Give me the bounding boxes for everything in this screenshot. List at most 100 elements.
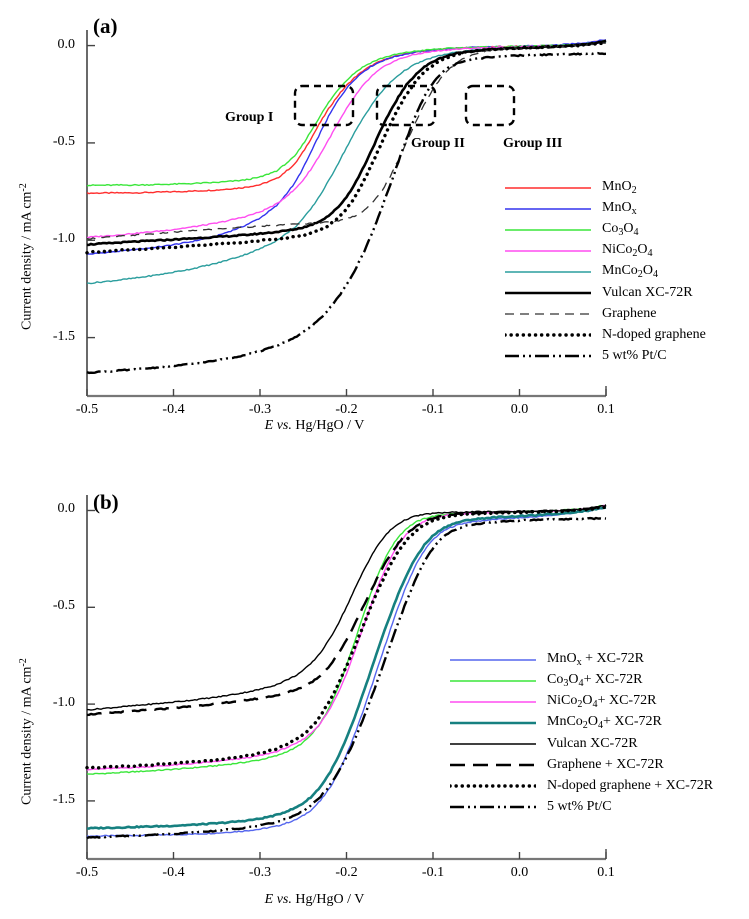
legend-item-label: MnCo2O4+ XC-72R [547, 713, 662, 731]
legend-item: NiCo2O4 [505, 240, 706, 261]
x-tick-label: 0.0 [510, 865, 529, 880]
y-tick-label: 0.0 [57, 501, 76, 517]
x-tick-label: -0.2 [335, 865, 358, 880]
legend-key-line [505, 181, 591, 195]
y-axis-title-a-exp: -2 [18, 183, 29, 192]
x-tick-label: 0.1 [597, 865, 615, 880]
x-tick-label: -0.5 [75, 402, 99, 417]
y-axis-title-a: Current density / mA cm-2 [18, 183, 36, 330]
annotation-box-group-iii [464, 84, 516, 127]
legend-item-label: Graphene [602, 305, 657, 321]
legend-item-label: 5 wt% Pt/C [547, 798, 612, 814]
legend-key-line [450, 779, 536, 793]
x-tick-label: -0.3 [248, 865, 272, 880]
legend-key-line [450, 674, 536, 688]
y-tick-label: 0.0 [57, 36, 76, 52]
legend-item-label: N-doped graphene [602, 326, 706, 342]
legend-item: Co3O4+ XC-72R [450, 670, 713, 691]
x-axis-title-b-vs: vs. [276, 892, 292, 907]
legend-item-label: MnCo2O4 [602, 262, 659, 280]
annotation-box-group-i [293, 84, 355, 127]
legend-key-line [450, 695, 536, 709]
legend-key-line [450, 758, 536, 772]
x-tick-label: -0.1 [421, 865, 445, 880]
x-axis-title-b-symbol: E [264, 892, 274, 907]
x-axis-title-a: E vs. Hg/HgO / V [0, 418, 689, 434]
legend-item: N-doped graphene [505, 324, 706, 345]
legend-item: 5 wt% Pt/C [505, 345, 706, 366]
annotation-label-group-i: Group I [225, 110, 274, 125]
plot-area-b [85, 495, 608, 861]
x-tick-label: -0.1 [421, 402, 445, 417]
y-tick-label: -1.0 [52, 231, 75, 247]
legend-item-label: Graphene + XC-72R [547, 756, 664, 772]
y-tick-label: -0.5 [52, 598, 75, 614]
y-tick-label: -1.5 [52, 791, 75, 807]
panel-b-tag: (b) [93, 490, 119, 514]
legend-key-line [505, 244, 591, 258]
legend-item: MnCo2O4 [505, 261, 706, 282]
legend-item: 5 wt% Pt/C [450, 796, 713, 817]
legend-a: MnO2 MnOx Co3O4 NiCo2O4 MnCo2O4 Vulcan XC-72R… [505, 177, 706, 366]
annotation-box-group-ii [375, 84, 437, 127]
legend-item-label: NiCo2O4 [602, 241, 653, 259]
plot-area-a [85, 30, 608, 398]
panel-a-tag: (a) [93, 14, 118, 38]
legend-item-label: Vulcan XC-72R [547, 735, 638, 751]
y-tick-label: -0.5 [52, 133, 75, 149]
legend-key-line [450, 800, 536, 814]
x-tick-label: -0.3 [248, 402, 272, 417]
legend-item: MnOx [505, 198, 706, 219]
legend-item-label: N-doped graphene + XC-72R [547, 777, 714, 793]
legend-key-line [505, 223, 591, 237]
legend-item: NiCo2O4+ XC-72R [450, 691, 713, 712]
y-axis-title-a-text: Current density / mA cm [19, 191, 35, 330]
y-axis-title-b-exp: -2 [18, 658, 29, 667]
x-tick-label: -0.4 [162, 402, 185, 417]
legend-item-label: Co3O4+ XC-72R [547, 671, 643, 689]
y-tick-label: -1.0 [52, 695, 75, 711]
x-tick-label: -0.4 [162, 865, 185, 880]
y-axis-title-b-text: Current density / mA cm [19, 666, 35, 805]
legend-item: MnOx + XC-72R [450, 649, 713, 670]
annotation-label-group-iii: Group III [503, 136, 563, 151]
legend-key-line [505, 202, 591, 216]
x-tick-label: -0.2 [335, 402, 358, 417]
y-axis-title-b: Current density / mA cm-2 [18, 658, 36, 805]
x-axis-title-a-vs: vs. [276, 418, 292, 433]
annotation-label-group-ii: Group II [411, 136, 465, 151]
legend-item-label: 5 wt% Pt/C [602, 347, 667, 363]
legend-key-line [450, 737, 536, 751]
legend-item: Co3O4 [505, 219, 706, 240]
legend-item-label: MnO2 [602, 178, 637, 196]
legend-item-label: NiCo2O4+ XC-72R [547, 692, 657, 710]
legend-key-line [505, 286, 591, 300]
legend-b: MnOx + XC-72R Co3O4+ XC-72R NiCo2O4+ XC-72… [450, 649, 713, 817]
y-tick-label: -1.5 [52, 328, 75, 344]
x-tick-label: -0.5 [75, 865, 99, 880]
legend-item-label: Co3O4 [602, 220, 639, 238]
legend-item-label: MnOx [602, 199, 637, 217]
legend-key-line [505, 328, 591, 342]
legend-item: Vulcan XC-72R [450, 733, 713, 754]
legend-item: N-doped graphene + XC-72R [450, 775, 713, 796]
x-axis-title-a-rest: Hg/HgO / V [295, 418, 365, 433]
x-axis-title-b: E vs. Hg/HgO / V [0, 892, 689, 908]
legend-item: MnCo2O4+ XC-72R [450, 712, 713, 733]
legend-item-label: MnOx + XC-72R [547, 650, 644, 668]
legend-item: Graphene [505, 303, 706, 324]
x-axis-title-b-rest: Hg/HgO / V [295, 892, 365, 907]
panel-a: (a) Current density / mA cm-2 E vs. Hg/H… [0, 14, 706, 434]
legend-item: Graphene + XC-72R [450, 754, 713, 775]
legend-key-line [505, 349, 591, 363]
legend-key-line [450, 653, 536, 667]
legend-item-label: Vulcan XC-72R [602, 284, 693, 300]
legend-key-line [450, 716, 536, 730]
legend-key-line [505, 307, 591, 321]
x-tick-label: 0.1 [597, 402, 615, 417]
x-axis-title-a-symbol: E [264, 418, 274, 433]
legend-key-line [505, 265, 591, 279]
x-tick-label: 0.0 [510, 402, 529, 417]
legend-item: MnO2 [505, 177, 706, 198]
